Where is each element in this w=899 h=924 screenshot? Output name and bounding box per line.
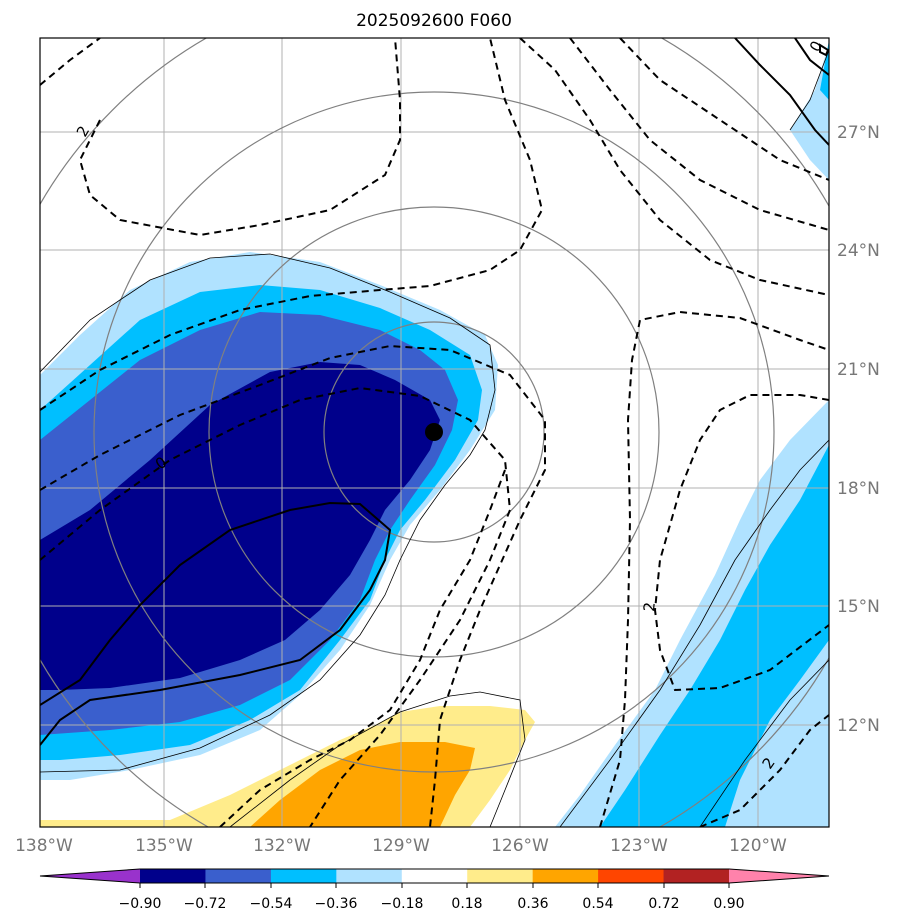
map-frame (39, 37, 830, 828)
colorbar-segment (205, 869, 272, 883)
colorbar-extend-high (729, 869, 829, 883)
contour-label: 2 (640, 601, 659, 612)
southeast-negative-field (555, 400, 829, 827)
solid-contours (40, 38, 829, 746)
colorbar-extend-low (40, 869, 140, 883)
colorbar-segment (598, 869, 665, 883)
range-rings (40, 38, 829, 827)
colorbar-segment (532, 869, 599, 883)
colorbar-tick-label: −0.54 (250, 896, 293, 912)
colorbar-tick-label: −0.90 (119, 896, 162, 912)
colorbar-tick-label: 0.54 (582, 896, 613, 912)
lat-label: 21°N (837, 360, 880, 380)
lon-label: 132°W (253, 836, 311, 856)
storm-center-marker (425, 423, 443, 441)
colorbar-tick-labels: −0.90 −0.72 −0.54 −0.36 −0.18 0.18 0.36 … (119, 896, 745, 912)
lon-label: 126°W (491, 836, 549, 856)
colorbar-segment (336, 869, 403, 883)
lat-label: 27°N (837, 123, 880, 143)
lat-label: 15°N (837, 597, 880, 617)
colorbar-ticks (139, 883, 730, 888)
dashed-contours (40, 38, 829, 827)
map-panel: 2 0 2 2 0 (40, 38, 829, 827)
colorbar-tick-label: 0.72 (648, 896, 679, 912)
colorbar-tick-label: −0.36 (315, 896, 358, 912)
map-title: 2025092600 F060 (356, 11, 512, 31)
shade-orange (250, 742, 475, 827)
colorbar-tick-label: 0.90 (713, 896, 744, 912)
colorbar-tick-label: −0.72 (184, 896, 227, 912)
colorbar-segment (467, 869, 534, 883)
gridlines (40, 38, 829, 827)
colorbar-segment (663, 869, 730, 883)
longitude-labels: 138°W 135°W 132°W 129°W 126°W 123°W 120°… (15, 836, 787, 856)
colorbar: −0.90 −0.72 −0.54 −0.36 −0.18 0.18 0.36 … (39, 868, 830, 912)
lat-label: 24°N (837, 241, 880, 261)
lon-label: 123°W (610, 836, 668, 856)
lon-label: 129°W (372, 836, 430, 856)
lat-label: 12°N (837, 716, 880, 736)
colorbar-segment (401, 869, 468, 883)
colorbar-tick-label: 0.18 (451, 896, 482, 912)
colorbar-segment (140, 869, 206, 883)
thin-contours (40, 49, 829, 827)
colorbar-tick-label: −0.18 (381, 896, 424, 912)
lat-label: 18°N (837, 479, 880, 499)
shade-southeast-deep-sky-blue (600, 445, 829, 827)
latitude-labels: 27°N 24°N 21°N 18°N 15°N 12°N (837, 123, 880, 736)
lon-label: 120°W (729, 836, 787, 856)
shade-southeast-gap (740, 660, 829, 827)
colorbar-segment (270, 869, 337, 883)
positive-anomaly-field (40, 706, 535, 827)
colorbar-segments (40, 869, 829, 883)
lon-label: 135°W (135, 836, 193, 856)
colorbar-tick-label: 0.36 (517, 896, 548, 912)
shade-light-blue-corner (790, 38, 829, 180)
lon-label: 138°W (15, 836, 73, 856)
